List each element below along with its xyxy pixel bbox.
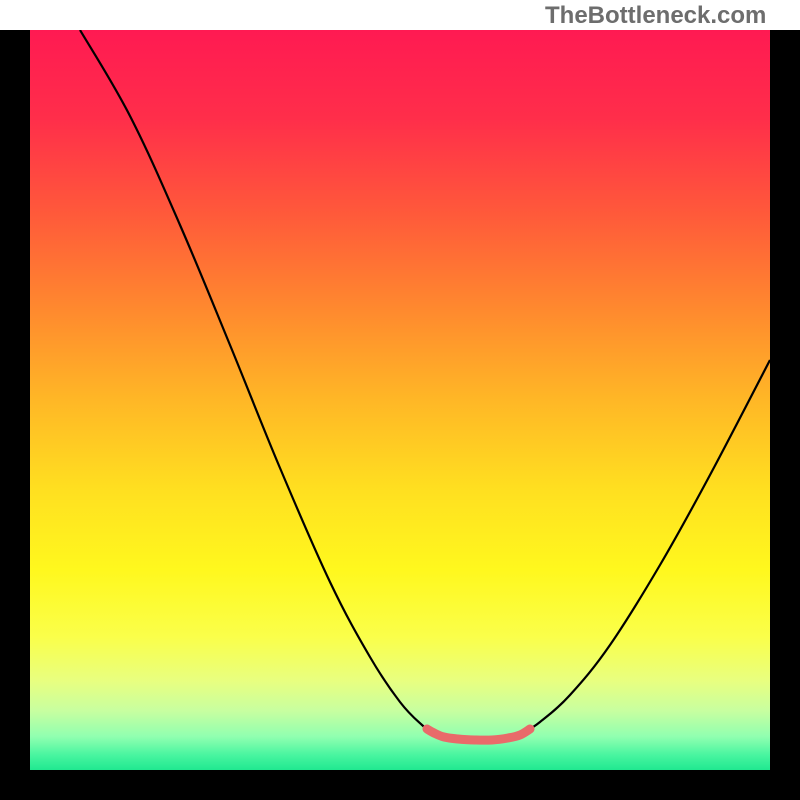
watermark-text: TheBottleneck.com: [545, 2, 766, 30]
frame-left: [0, 30, 30, 800]
frame-bottom: [0, 770, 800, 800]
frame-right: [770, 30, 800, 800]
chart-container: TheBottleneck.com: [0, 0, 800, 800]
bottleneck-curve: [30, 30, 770, 770]
curve-highlight-segment: [427, 729, 530, 740]
plot-area: [30, 30, 770, 770]
curve-main-line: [80, 30, 770, 739]
